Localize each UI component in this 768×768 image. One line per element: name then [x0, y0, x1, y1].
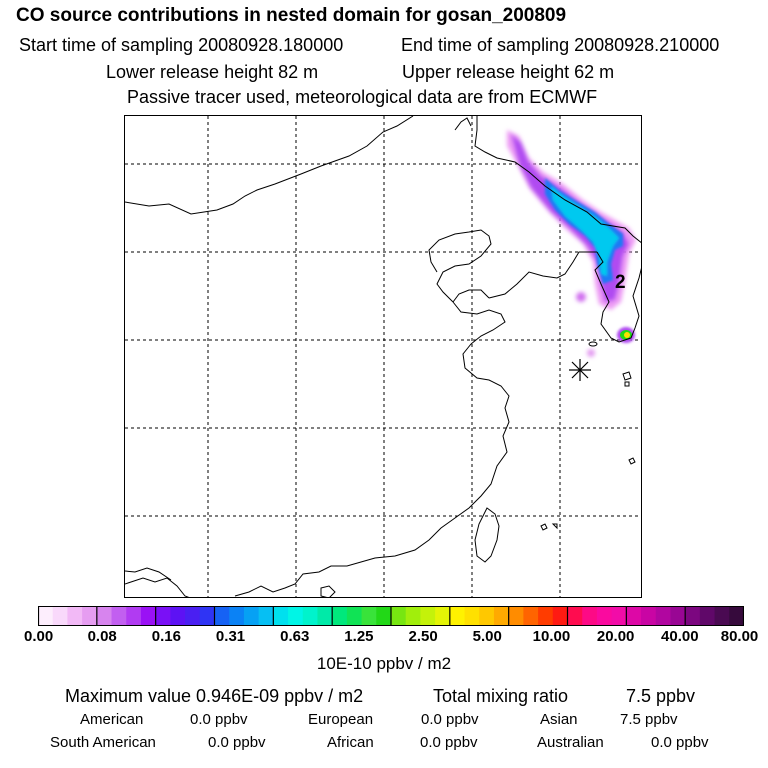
australian-value: 0.0 ppbv [651, 734, 709, 751]
european-value: 0.0 ppbv [421, 711, 479, 728]
colorbar-unit: 10E-10 ppbv / m2 [316, 654, 452, 673]
colorbar-swatch [229, 606, 245, 626]
colorbar-svg [37, 606, 745, 626]
colorbar-tick-label: 0.16 [151, 628, 181, 645]
colorbar-swatch [464, 606, 480, 626]
total-mixing-label: Total mixing ratio [433, 686, 569, 706]
colorbar-tick-label: 20.00 [596, 628, 635, 645]
colorbar-tick-label: 80.00 [720, 628, 759, 645]
colorbar-swatch [302, 606, 319, 626]
map-panel: 2 [124, 115, 642, 598]
south-american-value: 0.0 ppbv [208, 734, 266, 751]
colorbar-border [38, 606, 744, 626]
colorbar-swatch [332, 606, 348, 626]
receptor-marker [569, 359, 591, 381]
contour-label: 2 [615, 272, 626, 293]
colorbar-swatch [626, 606, 642, 626]
colorbar-swatch [435, 606, 451, 626]
colorbar-swatch [288, 606, 304, 626]
colorbar-swatch [405, 606, 422, 626]
colorbar-swatch [140, 606, 157, 626]
colorbar-swatch [258, 606, 274, 626]
lower-release-height-label: Lower release height 82 m [106, 62, 319, 82]
colorbar-swatch [479, 606, 495, 626]
colorbar-swatch [214, 606, 230, 626]
colorbar-tick-label: 0.00 [23, 628, 54, 645]
asian-label: Asian [540, 711, 578, 728]
start-time-label: Start time of sampling 20080928.180000 [19, 35, 344, 55]
colorbar-tick-label: 2.50 [408, 628, 438, 645]
colorbar-swatch [714, 606, 730, 626]
colorbar-swatch [155, 606, 171, 626]
south-american-label: South American [50, 734, 156, 751]
american-value: 0.0 ppbv [190, 711, 248, 728]
colorbar-swatch [199, 606, 216, 626]
colorbar-swatch [317, 606, 333, 626]
colorbar-swatch [699, 606, 716, 626]
chart-title: CO source contributions in nested domain… [16, 5, 567, 26]
colorbar-swatch [170, 606, 186, 626]
colorbar-swatch [641, 606, 657, 626]
colorbar-swatch [96, 606, 113, 626]
colorbar-tick-label: 0.08 [87, 628, 117, 645]
colorbar-tick-label: 40.00 [661, 628, 699, 645]
map-svg [125, 116, 641, 597]
colorbar-swatch [493, 606, 510, 626]
colorbar-swatch [346, 606, 363, 626]
colorbar-swatch [391, 606, 407, 626]
concentration-plume [507, 130, 636, 357]
colorbar-swatch [611, 606, 627, 626]
colorbar-tick-label: 0.31 [215, 628, 246, 645]
african-value: 0.0 ppbv [420, 734, 478, 751]
colorbar-swatch [685, 606, 701, 626]
colorbar-swatch [82, 606, 98, 626]
total-mixing-value: 7.5 ppbv [626, 686, 696, 706]
colorbar-swatch [552, 606, 569, 626]
colorbar-swatch [729, 606, 745, 626]
colorbar-swatch [508, 606, 524, 626]
australian-label: Australian [537, 734, 604, 751]
colorbar-swatch [243, 606, 260, 626]
colorbar-swatch [538, 606, 554, 626]
colorbar-swatch [67, 606, 83, 626]
coastlines [125, 116, 641, 597]
colorbar [37, 606, 745, 626]
colorbar-swatch [38, 606, 54, 626]
colorbar-swatch [670, 606, 686, 626]
colorbar-tick-label: 1.25 [344, 628, 374, 645]
african-label: African [327, 734, 374, 751]
colorbar-swatch [273, 606, 289, 626]
colorbar-swatch [523, 606, 539, 626]
colorbar-swatch [655, 606, 672, 626]
colorbar-swatch [582, 606, 598, 626]
max-value-label: Maximum value 0.946E-09 ppbv / m2 [65, 686, 364, 706]
tracer-note: Passive tracer used, meteorological data… [127, 87, 598, 107]
end-time-label: End time of sampling 20080928.210000 [401, 35, 720, 55]
colorbar-tick-label: 0.63 [280, 628, 310, 645]
colorbar-swatch [596, 606, 613, 626]
colorbar-swatch [449, 606, 466, 626]
colorbar-swatch [376, 606, 392, 626]
colorbar-swatch [126, 606, 142, 626]
colorbar-swatch [111, 606, 127, 626]
american-label: American [80, 711, 144, 728]
colorbar-labels: 0.00 0.08 0.16 0.31 0.63 1.25 2.50 5.00 10.00 20.… [0, 628, 768, 648]
colorbar-swatch [361, 606, 377, 626]
colorbar-swatch [420, 606, 436, 626]
european-label: European [308, 711, 374, 728]
colorbar-tick-label: 10.00 [532, 628, 571, 645]
colorbar-swatch [185, 606, 201, 626]
hotspot [617, 327, 635, 343]
colorbar-tick-label: 5.00 [472, 628, 502, 645]
upper-release-height-label: Upper release height 62 m [402, 62, 615, 82]
colorbar-swatch [567, 606, 583, 626]
colorbar-swatch [52, 606, 69, 626]
asian-value: 7.5 ppbv [620, 711, 678, 728]
